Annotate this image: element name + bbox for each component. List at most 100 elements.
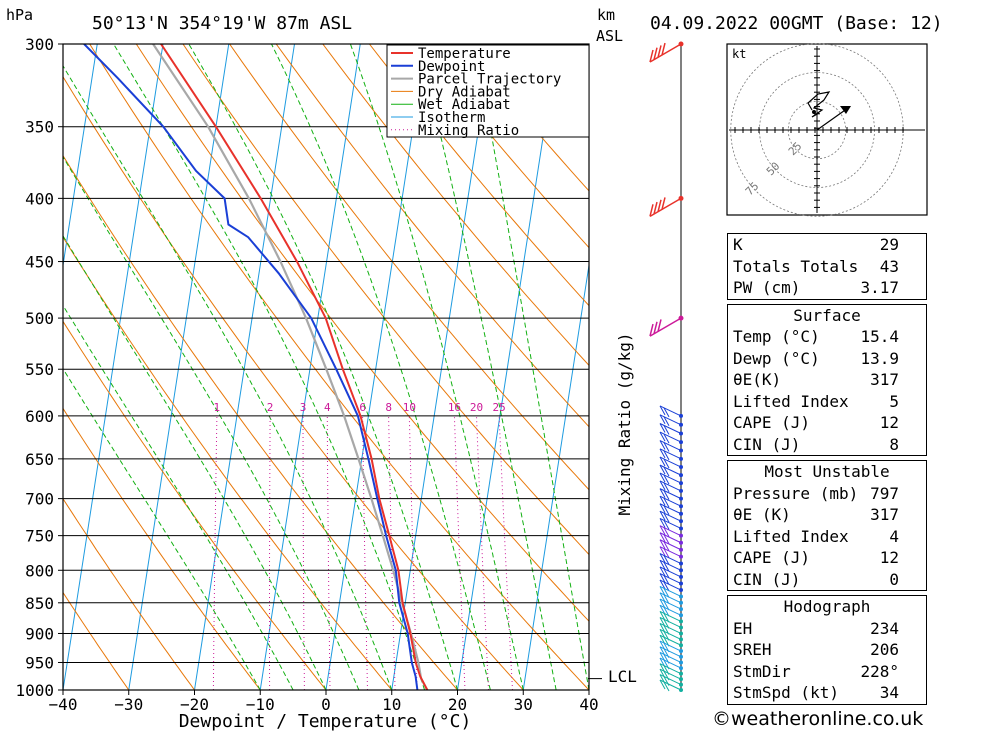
dry-adiabat-line bbox=[89, 44, 589, 690]
wind-barb bbox=[659, 517, 682, 530]
legend-entry: Mixing Ratio bbox=[418, 123, 519, 139]
stat-row: StmSpd (kt) 34 bbox=[728, 682, 926, 704]
wind-barb bbox=[659, 566, 682, 579]
stat-label: SREH bbox=[733, 640, 772, 659]
dry-adiabat-line bbox=[135, 44, 589, 622]
stat-value: 13.9 bbox=[860, 348, 899, 368]
wet-adiabat-line bbox=[63, 234, 327, 690]
stat-label: θE (K) bbox=[733, 505, 791, 524]
stat-label: Lifted Index bbox=[733, 526, 849, 546]
mixing-ratio-label: 1 bbox=[214, 401, 221, 414]
stat-row: EH 234 bbox=[728, 618, 926, 640]
storm-motion-arrowhead bbox=[840, 106, 851, 114]
stat-label: Dewp (°C) bbox=[733, 348, 820, 368]
dry-adiabat-line bbox=[368, 44, 589, 307]
stat-row: θE (K) 317 bbox=[728, 504, 926, 526]
dry-adiabat-line bbox=[63, 591, 130, 690]
credit-link[interactable]: ©weatheronline.co.uk bbox=[712, 708, 924, 730]
y-tick-label: 450 bbox=[25, 253, 54, 272]
wind-barb bbox=[659, 598, 682, 611]
stat-value: 4 bbox=[889, 526, 899, 546]
dry-adiabat-line bbox=[275, 44, 589, 428]
wind-barb bbox=[659, 679, 682, 692]
x-tick-label: −40 bbox=[49, 695, 78, 714]
hodograph-unit-label: kt bbox=[732, 47, 746, 61]
y-tick-label: 900 bbox=[25, 624, 54, 643]
mixing-ratio-label: 2 bbox=[267, 401, 274, 414]
stat-value: 34 bbox=[879, 683, 899, 702]
y-tick-label: 1000 bbox=[15, 681, 54, 700]
x-tick-label: 30 bbox=[514, 695, 533, 714]
wet-adiabat-line bbox=[113, 44, 426, 690]
y-tick-label: 550 bbox=[25, 360, 54, 379]
wind-barb bbox=[659, 646, 682, 659]
surface-block: Surface Temp (°C) 15.4 Dewp (°C) 13.9 θE(K) 31… bbox=[727, 303, 927, 456]
wet-adiabat-line bbox=[349, 44, 524, 690]
wind-barb bbox=[659, 495, 682, 508]
stat-value: 206 bbox=[870, 640, 899, 659]
stat-row: CIN (J) 0 bbox=[728, 569, 926, 591]
stat-value: 12 bbox=[879, 413, 899, 432]
stat-row: CAPE (J) 12 bbox=[728, 547, 926, 569]
wind-barb bbox=[659, 573, 682, 585]
x-tick-label: −30 bbox=[114, 695, 143, 714]
y-tick-label: 300 bbox=[25, 35, 54, 54]
mixing-ratio-label: 8 bbox=[385, 401, 392, 414]
stat-label: K bbox=[733, 235, 743, 254]
isotherm-line bbox=[325, 44, 427, 690]
stat-label: CAPE (J) bbox=[733, 548, 811, 567]
dry-adiabat-line bbox=[63, 497, 195, 690]
wind-barb bbox=[659, 674, 682, 686]
stat-label: θE(K) bbox=[733, 370, 782, 389]
dry-adiabat-line bbox=[63, 75, 524, 690]
stat-value: 8 bbox=[889, 434, 899, 454]
wind-barb bbox=[659, 640, 682, 653]
mixing-ratio-line bbox=[326, 415, 331, 690]
mixing-ratio-axis-label: Mixing Ratio (g/kg) bbox=[615, 332, 634, 515]
x-tick-label: −20 bbox=[180, 695, 209, 714]
stat-row: Temp (°C) 15.4 bbox=[728, 326, 926, 348]
wind-barb bbox=[659, 657, 682, 670]
stat-row: Lifted Index 5 bbox=[728, 391, 926, 413]
stat-label: StmSpd (kt) bbox=[733, 683, 839, 702]
dry-adiabat-line bbox=[63, 236, 393, 690]
dry-adiabat-line bbox=[182, 44, 589, 556]
mixing-ratio-line bbox=[302, 415, 305, 690]
wind-barb bbox=[659, 546, 682, 558]
legend-entry: Temperature bbox=[418, 46, 511, 62]
stat-value: 43 bbox=[879, 256, 899, 276]
wind-barb bbox=[649, 42, 682, 63]
x-tick-label: 20 bbox=[448, 695, 467, 714]
wind-barb bbox=[659, 663, 682, 675]
hpa-unit-label: hPa bbox=[6, 6, 33, 24]
mixing-ratio-line bbox=[212, 415, 218, 690]
stat-value: 12 bbox=[879, 548, 899, 567]
y-tick-label: 650 bbox=[25, 450, 54, 469]
y-tick-label: 850 bbox=[25, 594, 54, 613]
wind-barb bbox=[659, 623, 682, 635]
legend-entry: Isotherm bbox=[418, 110, 485, 126]
isotherm-line bbox=[63, 44, 98, 269]
wind-barb bbox=[659, 525, 682, 537]
chart-title: 50°13'N 354°19'W 87m ASL bbox=[92, 13, 352, 34]
stat-value: 234 bbox=[870, 618, 899, 638]
km-unit-label: km bbox=[597, 6, 615, 24]
isotherm-line bbox=[457, 44, 558, 690]
block-title: Hodograph bbox=[783, 597, 871, 616]
wind-barb bbox=[659, 448, 682, 461]
stat-row: Pressure (mb) 797 bbox=[728, 483, 926, 505]
wind-barb bbox=[659, 592, 682, 605]
wind-barb bbox=[659, 472, 682, 485]
stat-label: Lifted Index bbox=[733, 391, 849, 411]
wind-barb bbox=[659, 405, 682, 418]
y-tick-label: 600 bbox=[25, 407, 54, 426]
x-tick-label: 10 bbox=[382, 695, 401, 714]
parcel-trajectory-line bbox=[152, 44, 429, 690]
wind-barb bbox=[659, 652, 682, 664]
x-tick-label: 40 bbox=[579, 695, 598, 714]
wet-adiabat-line bbox=[271, 44, 491, 690]
wind-barb bbox=[659, 579, 682, 592]
wind-barb bbox=[659, 423, 682, 435]
mixing-ratio-label: 10 bbox=[403, 401, 416, 414]
